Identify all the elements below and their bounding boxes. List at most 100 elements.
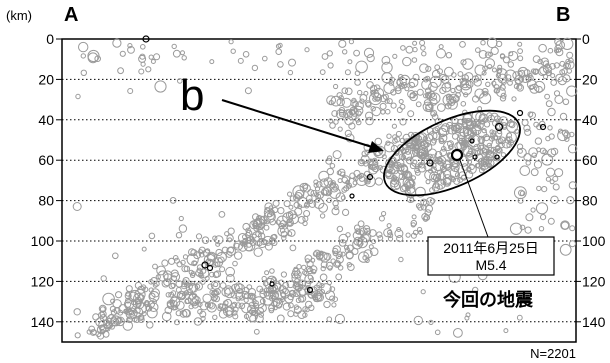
hypocenter xyxy=(474,88,485,99)
hypocenter xyxy=(318,202,329,213)
hypocenter xyxy=(181,55,187,61)
hypocenter xyxy=(138,68,145,75)
highlighted-event xyxy=(142,35,150,43)
hypocenter xyxy=(348,122,356,130)
hypocenter xyxy=(191,260,198,267)
highlighted-event xyxy=(201,261,209,269)
hypocenter xyxy=(156,265,167,276)
hypocenter xyxy=(99,326,107,334)
hypocenter xyxy=(137,294,145,302)
hypocenter xyxy=(342,208,350,216)
hypocenter xyxy=(363,161,369,167)
hypocenter xyxy=(117,67,124,75)
hypocenter xyxy=(491,130,497,136)
hypocenter xyxy=(330,258,336,264)
hypocenter xyxy=(294,278,300,285)
hypocenter xyxy=(478,167,485,174)
hypocenter xyxy=(403,171,413,181)
hypocenter xyxy=(451,133,459,140)
hypocenter xyxy=(341,175,351,184)
hypocenter xyxy=(341,87,349,94)
hypocenter xyxy=(569,240,576,248)
hypocenter xyxy=(424,169,435,181)
hypocenter xyxy=(394,87,402,95)
hypocenter xyxy=(407,110,415,118)
hypocenter xyxy=(169,296,181,308)
hypocenter xyxy=(491,80,497,86)
hypocenter xyxy=(467,164,477,174)
hypocenter xyxy=(198,251,205,258)
hypocenter xyxy=(331,302,337,308)
hypocenter xyxy=(327,62,334,69)
highlighted-event xyxy=(349,193,355,199)
hypocenter xyxy=(374,177,383,186)
hypocenter xyxy=(554,168,564,178)
hypocenter xyxy=(411,57,418,63)
hypocenter xyxy=(339,111,345,118)
hypocenter xyxy=(558,128,563,134)
hypocenter xyxy=(276,314,285,323)
hypocenter xyxy=(404,186,417,199)
hypocenter xyxy=(344,69,351,76)
hypocenter xyxy=(335,109,346,120)
hypocenter xyxy=(528,84,534,91)
hypocenter xyxy=(373,87,385,99)
hypocenter xyxy=(454,85,463,94)
hypocenter xyxy=(297,279,307,289)
hypocenter xyxy=(345,179,351,185)
hypocenter xyxy=(359,98,365,104)
hypocenter xyxy=(277,225,289,237)
hypocenter xyxy=(424,75,431,82)
hypocenter xyxy=(296,264,302,270)
hypocenter xyxy=(404,172,411,179)
hypocenter xyxy=(242,51,250,58)
hypocenter xyxy=(97,332,105,340)
hypocenter xyxy=(383,82,395,94)
hypocenter xyxy=(538,120,546,128)
hypocenter xyxy=(419,63,429,73)
hypocenter xyxy=(367,164,374,170)
highlighted-events xyxy=(142,35,547,294)
hypocenter xyxy=(480,40,486,46)
hypocenter xyxy=(497,73,508,84)
hypocenter xyxy=(559,60,566,67)
cluster-b-label: b xyxy=(180,71,204,120)
hypocenter xyxy=(516,83,524,92)
hypocenter xyxy=(210,280,221,290)
hypocenter xyxy=(355,60,368,74)
hypocenter xyxy=(332,150,342,160)
hypocenter xyxy=(482,65,488,72)
hypocenter xyxy=(432,157,440,165)
hypocenter xyxy=(336,97,345,107)
hypocenter xyxy=(259,290,268,299)
hypocenter xyxy=(173,257,180,264)
hypocenter xyxy=(569,131,575,138)
hypocenter xyxy=(289,195,296,202)
hypocenter xyxy=(432,131,441,140)
hypocenter xyxy=(517,84,523,90)
hypocenter xyxy=(109,305,117,313)
hypocenter xyxy=(525,160,531,166)
hypocenter xyxy=(254,314,264,323)
hypocenter xyxy=(391,123,397,129)
highlighted-event xyxy=(494,154,500,160)
hypocenter xyxy=(137,316,145,324)
hypocenter xyxy=(232,260,238,267)
hypocenter xyxy=(202,293,212,303)
hypocenter xyxy=(188,304,194,310)
hypocenter xyxy=(148,54,154,60)
hypocenter xyxy=(368,244,374,250)
hypocenter xyxy=(412,46,418,53)
hypocenter xyxy=(508,51,519,61)
hypocenter xyxy=(430,98,438,106)
hypocenter xyxy=(420,45,426,51)
hypocenter xyxy=(150,59,156,64)
hypocenter xyxy=(315,181,323,188)
right-axis: 0 20 40 60 80 100 120 140 xyxy=(576,31,606,330)
hypocenter xyxy=(559,112,568,121)
hypocenter xyxy=(152,299,157,305)
hypocenter xyxy=(396,227,402,232)
hypocenter xyxy=(345,251,354,260)
hypocenter xyxy=(302,184,311,193)
hypocenter xyxy=(333,204,339,211)
